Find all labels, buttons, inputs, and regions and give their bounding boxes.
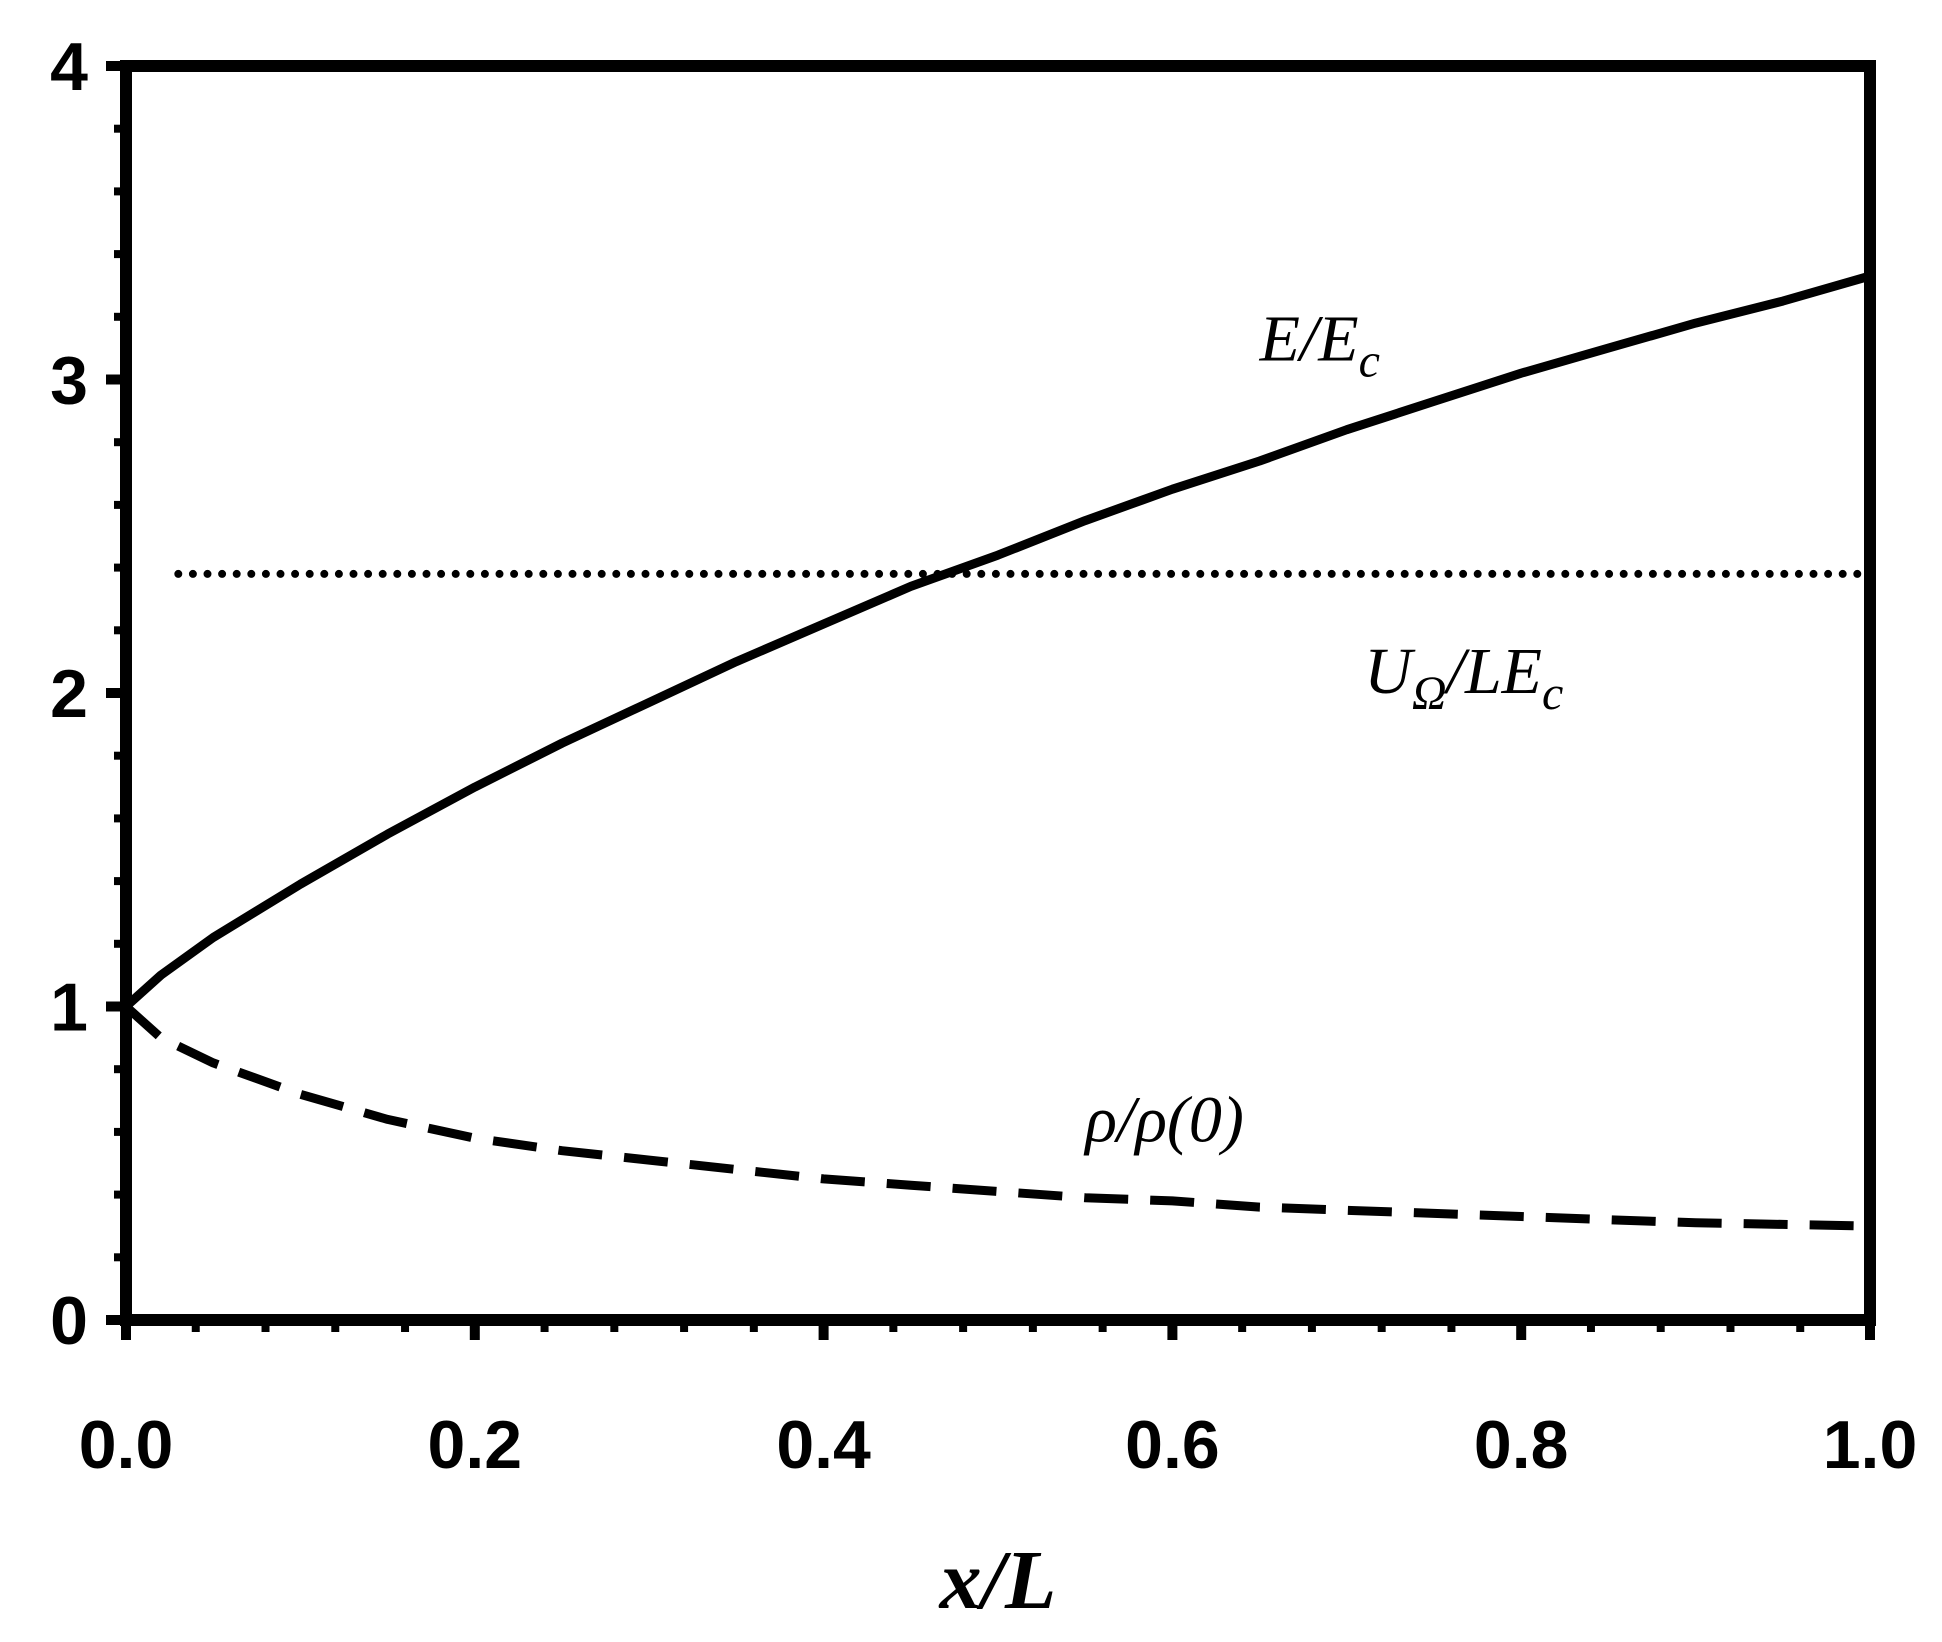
- x-tick-label: 1.0: [1823, 1407, 1918, 1483]
- x-tick-label: 0.8: [1474, 1407, 1569, 1483]
- annotation-u-omega-sub2: c: [1542, 667, 1563, 720]
- y-tick-label: 2: [50, 656, 88, 732]
- tick-labels: 0 1 2 3 4 0.0 0.2 0.4 0.6 0.8 1.0: [50, 29, 1917, 1483]
- y-tick-label: 3: [50, 343, 88, 419]
- y-tick-label: 1: [50, 970, 88, 1046]
- annotation-e-over-ec: E/Ec: [1259, 303, 1380, 388]
- y-tick-label: 0: [50, 1283, 88, 1359]
- annotation-u-omega-over-lec: UΩ/LEc: [1364, 635, 1563, 720]
- x-tick-label: 0.4: [776, 1407, 871, 1483]
- series-layer: [122, 271, 1874, 1231]
- annotation-rho-main: ρ/ρ(0): [1083, 1083, 1244, 1156]
- annotation-e-over-ec-main: E/E: [1259, 303, 1359, 376]
- annotation-u-omega-sub: Ω: [1412, 667, 1447, 720]
- y-tick-label: 4: [50, 29, 88, 105]
- x-tick-label: 0.0: [79, 1407, 174, 1483]
- annotation-e-over-ec-sub: c: [1359, 335, 1380, 388]
- series-rho-over-rho0: [122, 1003, 1871, 1231]
- plot-frame: [120, 60, 1876, 1326]
- annotation-u-omega-tail: /LE: [1443, 635, 1542, 708]
- x-axis-title: x/L: [938, 1534, 1057, 1627]
- x-tick-label: 0.6: [1125, 1407, 1220, 1483]
- axis-ticks: [106, 61, 1875, 1340]
- series-e-over-ec: [122, 271, 1872, 1010]
- x-tick-label: 0.2: [428, 1407, 523, 1483]
- annotation-u-omega-main: U: [1364, 635, 1416, 708]
- annotation-rho-over-rho0: ρ/ρ(0): [1083, 1083, 1244, 1156]
